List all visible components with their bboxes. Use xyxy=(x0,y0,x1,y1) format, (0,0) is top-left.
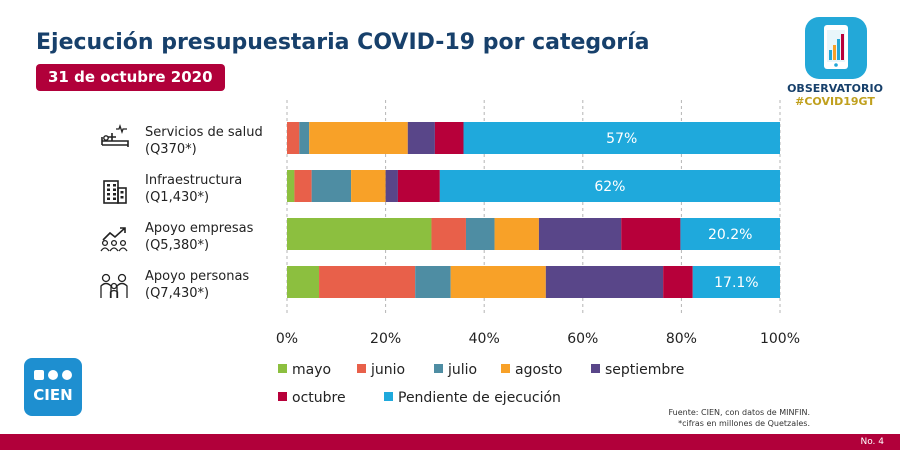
bar-segment xyxy=(309,122,408,154)
category-label: Apoyo empresas xyxy=(145,221,254,236)
date-badge: 31 de octubre 2020 xyxy=(36,64,225,91)
bar-segment xyxy=(538,218,622,250)
source-line: Fuente: CIEN, con datos de MINFIN. xyxy=(668,408,811,417)
bar-segment xyxy=(351,170,386,202)
legend-swatch xyxy=(278,392,287,401)
bar-segment xyxy=(287,170,295,202)
category-labels: Servicios de salud (Q370*) Infraestructura… xyxy=(145,125,263,301)
observatorio-hashtag: #COVID19GT xyxy=(795,95,875,108)
bar-segment xyxy=(385,170,398,202)
category-amount: (Q7,430*) xyxy=(145,286,209,301)
bar-segment xyxy=(463,122,780,154)
legend-label: agosto xyxy=(515,362,562,378)
growth-chart-people-icon xyxy=(100,227,128,252)
legend-label: Pendiente de ejecución xyxy=(398,390,561,406)
bar-segment xyxy=(494,218,539,250)
legend-swatch xyxy=(591,364,600,373)
category-amount: (Q370*) xyxy=(145,142,197,157)
bar-value-label: 62% xyxy=(594,179,625,195)
chart-title: Ejecución presupuestaria COVID-19 por ca… xyxy=(36,30,650,55)
bar-segment xyxy=(287,266,320,298)
legend-label: julio xyxy=(447,362,477,378)
x-tick-label: 0% xyxy=(276,331,298,347)
bar-segment xyxy=(415,266,451,298)
legend-swatch xyxy=(384,392,393,401)
category-label: Apoyo personas xyxy=(145,269,249,284)
legend: mayo junio julio agosto septiembre octubre Pen… xyxy=(278,362,684,406)
x-tick-label: 60% xyxy=(567,331,598,347)
bar-segment xyxy=(663,266,693,298)
bar-segment xyxy=(287,218,432,250)
bar-segment xyxy=(434,122,464,154)
bars: 57% 62% 20.2% 17.1% xyxy=(287,122,780,298)
legend-label: mayo xyxy=(292,362,331,378)
legend-swatch xyxy=(501,364,510,373)
x-tick-label: 100% xyxy=(760,331,800,347)
bar-segment xyxy=(680,218,780,250)
bar-segment xyxy=(299,122,310,154)
category-label: Servicios de salud xyxy=(145,125,263,140)
bar-value-label: 20.2% xyxy=(708,227,752,243)
bar-segment xyxy=(465,218,495,250)
cien-logo-text: CIEN xyxy=(33,386,73,404)
bar-segment xyxy=(545,266,664,298)
bar-segment xyxy=(621,218,681,250)
footnote-line: *cifras en millones de Quetzales. xyxy=(678,419,810,428)
bar-value-label: 57% xyxy=(606,131,637,147)
category-icons xyxy=(100,123,129,298)
category-amount: (Q5,380*) xyxy=(145,238,209,253)
x-axis-ticks: 0% 20% 40% 60% 80% 100% xyxy=(276,331,800,347)
hospital-bed-icon xyxy=(101,123,129,147)
bar-segment xyxy=(319,266,416,298)
bar-segment xyxy=(450,266,546,298)
bar-segment xyxy=(287,122,300,154)
family-icon xyxy=(100,273,128,298)
x-tick-label: 20% xyxy=(370,331,401,347)
phone-chart-icon xyxy=(805,17,867,79)
footer-bar xyxy=(0,434,900,450)
bar-segment xyxy=(397,170,440,202)
legend-label: junio xyxy=(370,362,405,378)
bar-segment xyxy=(439,170,780,202)
observatorio-name: OBSERVATORIO xyxy=(787,82,883,95)
bar-segment xyxy=(431,218,466,250)
building-icon xyxy=(103,180,127,204)
legend-label: septiembre xyxy=(605,362,684,378)
x-tick-label: 80% xyxy=(666,331,697,347)
legend-label: octubre xyxy=(292,390,346,406)
category-label: Infraestructura xyxy=(145,173,242,188)
bar-segment xyxy=(407,122,435,154)
cien-logo xyxy=(24,358,82,416)
source-note: Fuente: CIEN, con datos de MINFIN. *cifr… xyxy=(669,407,811,429)
category-amount: (Q1,430*) xyxy=(145,190,209,205)
legend-swatch xyxy=(434,364,443,373)
bar-segment xyxy=(692,266,780,298)
bar-segment xyxy=(294,170,312,202)
page-number: No. 4 xyxy=(860,437,884,447)
legend-swatch xyxy=(278,364,287,373)
bar-segment xyxy=(311,170,352,202)
x-tick-label: 40% xyxy=(469,331,500,347)
bar-value-label: 17.1% xyxy=(714,275,758,291)
legend-swatch xyxy=(357,364,366,373)
